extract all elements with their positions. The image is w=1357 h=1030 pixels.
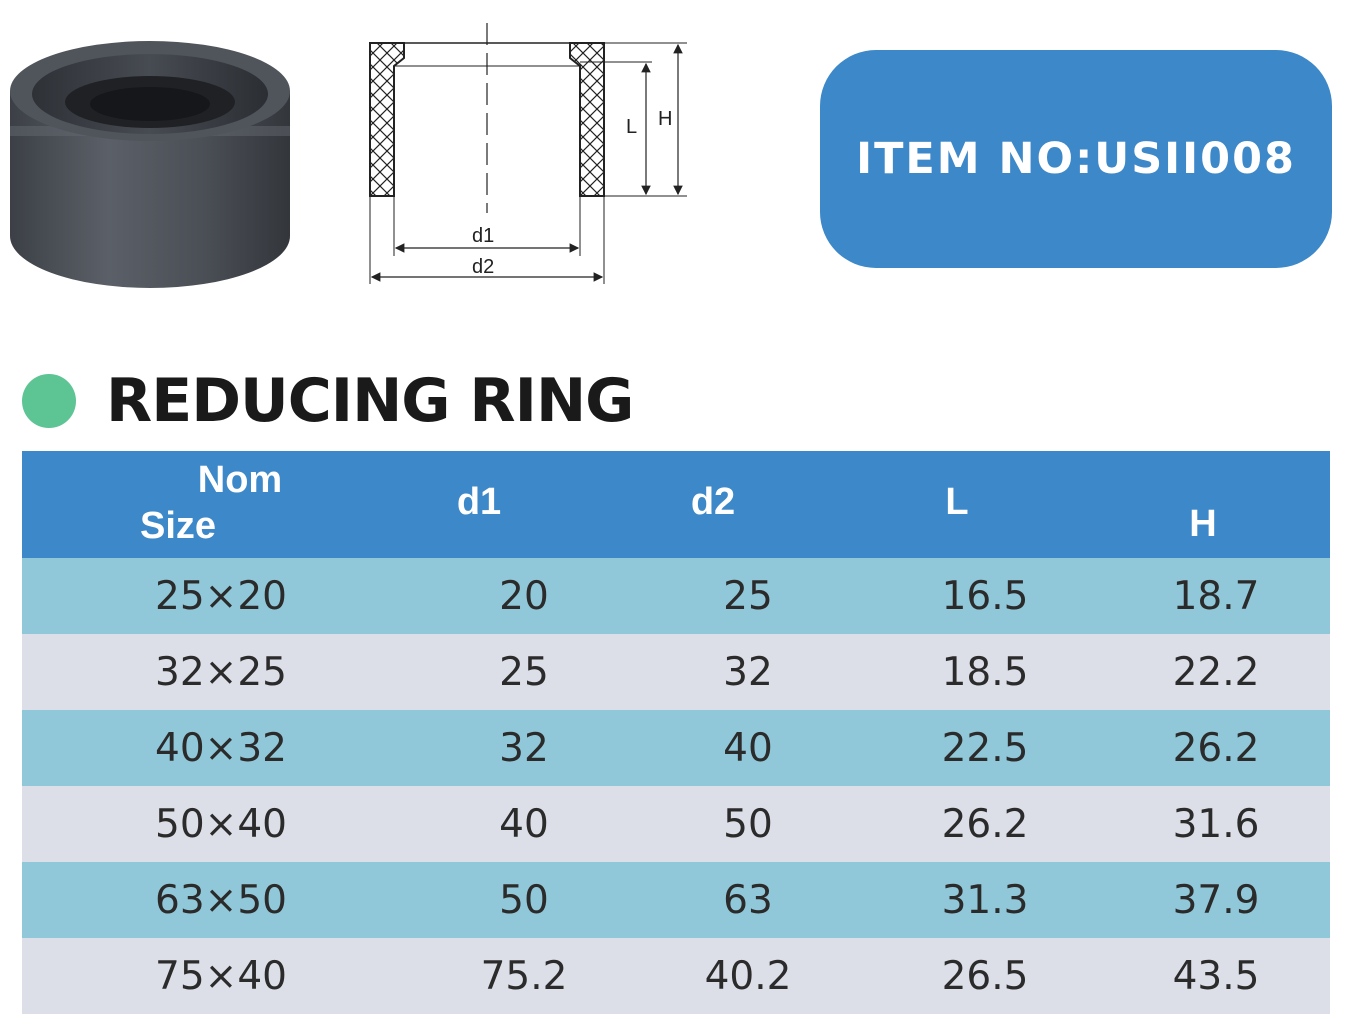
section-title: REDUCING RING xyxy=(106,366,634,436)
table-row: 63×50 50 63 31.3 37.9 xyxy=(22,862,1330,938)
cell-l: 31.3 xyxy=(868,862,1102,938)
header-d2-label: d2 xyxy=(690,481,736,523)
bullet-dot-icon xyxy=(22,374,76,428)
cell-nom-size: 75×40 xyxy=(22,938,420,1014)
header-nom-line2: Size xyxy=(139,505,217,547)
spec-table: Nom Size d1 d2 L H 25×20 20 25 16.5 18.7 xyxy=(22,451,1330,1014)
product-image xyxy=(10,41,290,288)
cell-nom-size: 63×50 xyxy=(22,862,420,938)
table-row: 40×32 32 40 22.5 26.2 xyxy=(22,710,1330,786)
cell-h: 26.2 xyxy=(1102,710,1330,786)
cell-d2: 63 xyxy=(628,862,868,938)
cell-d2: 50 xyxy=(628,786,868,862)
cell-nom-size: 25×20 xyxy=(22,558,420,634)
cell-l: 16.5 xyxy=(868,558,1102,634)
table-header-row: Nom Size d1 d2 L H xyxy=(22,451,1330,558)
header-h: H xyxy=(1102,451,1330,558)
cell-d2: 25 xyxy=(628,558,868,634)
cell-h: 18.7 xyxy=(1102,558,1330,634)
cell-l: 18.5 xyxy=(868,634,1102,710)
cell-d1: 75.2 xyxy=(420,938,628,1014)
cell-l: 26.2 xyxy=(868,786,1102,862)
technical-drawing: L H d1 d2 xyxy=(369,23,687,284)
table-row: 50×40 40 50 26.2 31.6 xyxy=(22,786,1330,862)
header-d2: d2 xyxy=(628,451,868,558)
cell-d1: 40 xyxy=(420,786,628,862)
table-row: 25×20 20 25 16.5 18.7 xyxy=(22,558,1330,634)
cell-nom-size: 50×40 xyxy=(22,786,420,862)
cell-l: 22.5 xyxy=(868,710,1102,786)
cell-d2: 32 xyxy=(628,634,868,710)
cell-h: 37.9 xyxy=(1102,862,1330,938)
cell-d1: 32 xyxy=(420,710,628,786)
header-h-label: H xyxy=(1189,503,1217,545)
dim-label-l: L xyxy=(626,116,637,138)
cell-h: 22.2 xyxy=(1102,634,1330,710)
cell-l: 26.5 xyxy=(868,938,1102,1014)
dim-label-h: H xyxy=(658,108,672,130)
table-row: 32×25 25 32 18.5 22.2 xyxy=(22,634,1330,710)
header-nom-line1: Nom xyxy=(197,459,283,501)
header-l: L xyxy=(868,451,1102,558)
cell-h: 31.6 xyxy=(1102,786,1330,862)
cell-d2: 40.2 xyxy=(628,938,868,1014)
table-row: 75×40 75.2 40.2 26.5 43.5 xyxy=(22,938,1330,1014)
cell-d1: 25 xyxy=(420,634,628,710)
cell-d1: 20 xyxy=(420,558,628,634)
cell-nom-size: 40×32 xyxy=(22,710,420,786)
header-d1: d1 xyxy=(420,451,628,558)
cell-nom-size: 32×25 xyxy=(22,634,420,710)
header-nom-size: Nom Size xyxy=(22,451,420,558)
cell-d1: 50 xyxy=(420,862,628,938)
dim-label-d1: d1 xyxy=(472,225,494,247)
header-l-label: L xyxy=(945,481,969,523)
header-d1-label: d1 xyxy=(456,481,502,523)
cell-h: 43.5 xyxy=(1102,938,1330,1014)
cell-d2: 40 xyxy=(628,710,868,786)
dim-label-d2: d2 xyxy=(472,256,494,278)
item-number-badge: ITEM NO:USII008 xyxy=(820,50,1332,268)
item-number-text: ITEM NO:USII008 xyxy=(856,134,1296,184)
